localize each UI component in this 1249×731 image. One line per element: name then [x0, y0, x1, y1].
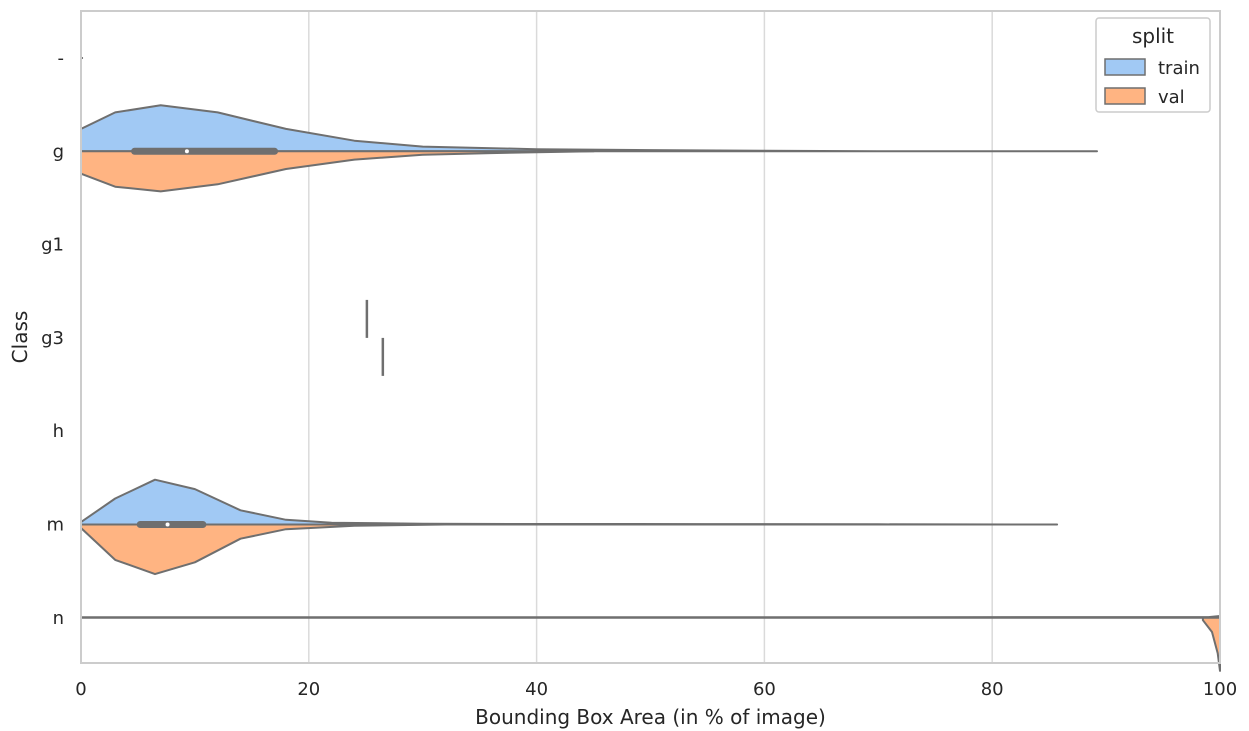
median-g — [184, 149, 189, 154]
violin-train-n — [80, 615, 1221, 619]
plot-frame — [80, 10, 1221, 664]
grid-layer — [80, 11, 1221, 663]
violin-layer — [80, 57, 1221, 672]
violin-val-g — [80, 150, 595, 193]
tick-layer: 0 20 40 60 80 100 - g g1 g3 h m n — [41, 48, 1237, 700]
y-tick-label: h — [53, 421, 64, 442]
x-tick-label: 100 — [1203, 679, 1237, 700]
legend-label-train: train — [1158, 58, 1200, 79]
y-tick-label: g3 — [41, 328, 64, 349]
y-tick-label: g1 — [41, 235, 64, 256]
violin-train-g — [80, 104, 1098, 153]
legend-swatch-val — [1104, 87, 1146, 105]
x-tick-label: 80 — [981, 679, 1004, 700]
legend-label-val: val — [1158, 87, 1185, 108]
violin-train-m — [80, 478, 1059, 526]
y-tick-label: g — [53, 141, 64, 162]
y-tick-label: - — [58, 48, 65, 69]
violin-val-m — [80, 523, 447, 576]
y-tick-label: m — [46, 515, 64, 536]
box-layer — [131, 147, 279, 528]
x-axis-title: Bounding Box Area (in % of image) — [475, 705, 826, 729]
legend-title: split — [1132, 24, 1174, 48]
x-tick-label: 0 — [75, 679, 86, 700]
y-tick-label: n — [53, 608, 64, 629]
legend: split train val — [1095, 17, 1211, 113]
legend-swatch-train — [1104, 58, 1146, 76]
x-tick-label: 40 — [525, 679, 548, 700]
x-tick-label: 20 — [297, 679, 320, 700]
y-axis-title: Class — [8, 311, 32, 364]
x-tick-label: 60 — [753, 679, 776, 700]
median-m — [165, 522, 170, 527]
